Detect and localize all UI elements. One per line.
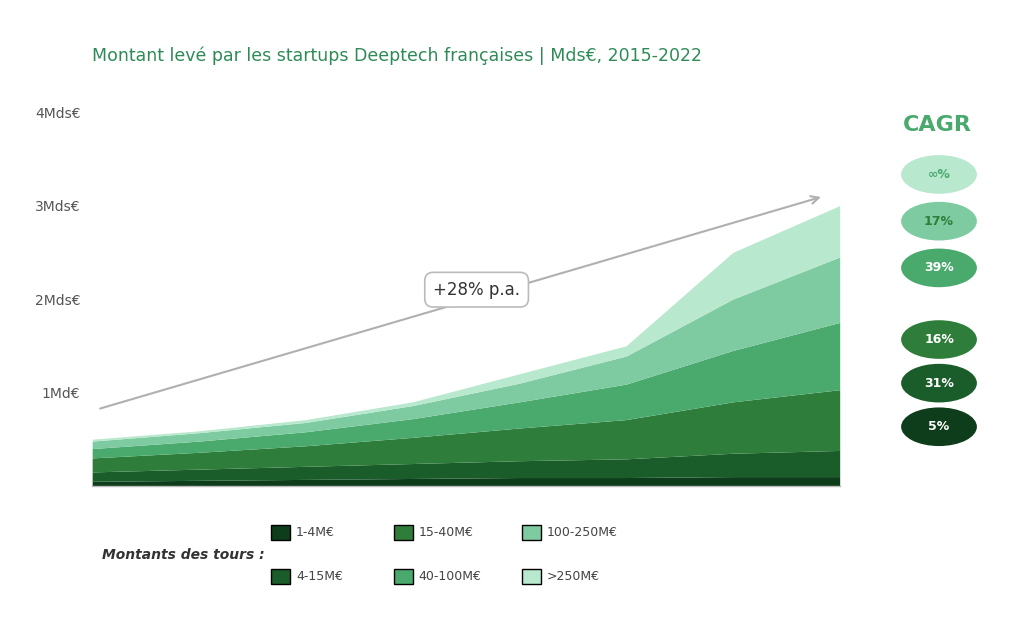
Text: ∞%: ∞% <box>928 168 950 181</box>
Text: 17%: 17% <box>924 215 954 227</box>
Text: 40-100M€: 40-100M€ <box>419 571 481 583</box>
Text: 100-250M€: 100-250M€ <box>547 526 617 539</box>
Text: 16%: 16% <box>924 333 954 346</box>
Text: >250M€: >250M€ <box>547 571 600 583</box>
Text: 31%: 31% <box>924 377 954 389</box>
Text: 4-15M€: 4-15M€ <box>296 571 343 583</box>
Text: 1-4M€: 1-4M€ <box>296 526 335 539</box>
Text: 39%: 39% <box>924 262 954 274</box>
Text: 5%: 5% <box>929 421 949 433</box>
Text: +28% p.a.: +28% p.a. <box>433 281 520 298</box>
Text: Montant levé par les startups Deeptech françaises | Mds€, 2015-2022: Montant levé par les startups Deeptech f… <box>92 47 702 65</box>
Text: Montants des tours :: Montants des tours : <box>102 548 265 563</box>
Text: 15-40M€: 15-40M€ <box>419 526 474 539</box>
Text: CAGR: CAGR <box>902 115 972 135</box>
